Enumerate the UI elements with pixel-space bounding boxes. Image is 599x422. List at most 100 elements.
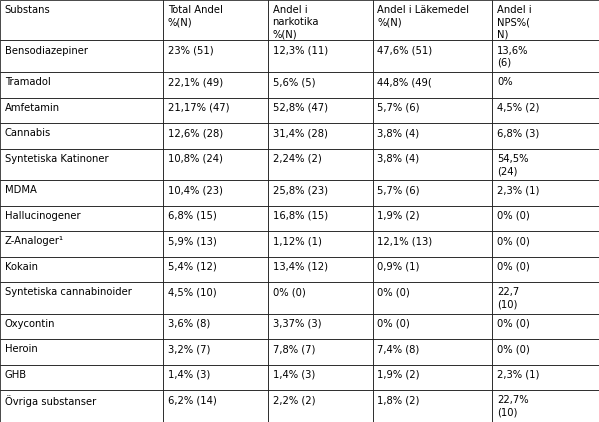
Bar (163, 123, 268, 149)
Text: 13,4% (12): 13,4% (12) (273, 262, 328, 272)
Text: 54,5%
(24): 54,5% (24) (497, 154, 529, 176)
Bar (492, 314, 599, 339)
Text: 1,8% (2): 1,8% (2) (377, 395, 420, 406)
Text: 6,8% (15): 6,8% (15) (168, 211, 216, 221)
Bar (373, 149, 492, 180)
Text: 0% (0): 0% (0) (497, 344, 530, 354)
Text: 7,8% (7): 7,8% (7) (273, 344, 315, 354)
Text: 16,8% (15): 16,8% (15) (273, 211, 328, 221)
Text: 0% (0): 0% (0) (377, 287, 410, 298)
Bar (0, 365, 163, 390)
Bar (163, 314, 268, 339)
Text: 4,5% (10): 4,5% (10) (168, 287, 216, 298)
Bar (268, 0, 373, 41)
Bar (492, 257, 599, 282)
Bar (163, 339, 268, 365)
Bar (268, 123, 373, 149)
Bar (373, 97, 492, 123)
Bar (268, 97, 373, 123)
Text: 6,2% (14): 6,2% (14) (168, 395, 216, 406)
Text: Oxycontin: Oxycontin (5, 319, 55, 329)
Bar (163, 231, 268, 257)
Bar (163, 41, 268, 72)
Text: 0% (0): 0% (0) (497, 262, 530, 272)
Text: 3,8% (4): 3,8% (4) (377, 128, 419, 138)
Text: Hallucinogener: Hallucinogener (5, 211, 80, 221)
Bar (492, 123, 599, 149)
Text: 31,4% (28): 31,4% (28) (273, 128, 328, 138)
Text: 5,6% (5): 5,6% (5) (273, 77, 315, 87)
Bar (0, 0, 163, 41)
Bar (0, 282, 163, 314)
Text: 22,7
(10): 22,7 (10) (497, 287, 519, 310)
Text: 44,8% (49(: 44,8% (49( (377, 77, 432, 87)
Text: 22,1% (49): 22,1% (49) (168, 77, 223, 87)
Text: 0% (0): 0% (0) (377, 319, 410, 329)
Text: 0% (0): 0% (0) (497, 319, 530, 329)
Text: 3,6% (8): 3,6% (8) (168, 319, 210, 329)
Text: 1,9% (2): 1,9% (2) (377, 211, 420, 221)
Bar (492, 72, 599, 97)
Bar (163, 149, 268, 180)
Text: Bensodiazepiner: Bensodiazepiner (5, 46, 88, 56)
Bar (0, 41, 163, 72)
Bar (492, 180, 599, 206)
Bar (373, 365, 492, 390)
Text: 13,6%
(6): 13,6% (6) (497, 46, 529, 68)
Bar (268, 390, 373, 422)
Bar (268, 257, 373, 282)
Text: 22,7%
(10): 22,7% (10) (497, 395, 529, 418)
Bar (268, 72, 373, 97)
Bar (492, 339, 599, 365)
Bar (163, 206, 268, 231)
Text: 25,8% (23): 25,8% (23) (273, 185, 328, 195)
Text: Andel i Läkemedel
%(N): Andel i Läkemedel %(N) (377, 5, 470, 27)
Text: Syntetiska cannabinoider: Syntetiska cannabinoider (5, 287, 132, 298)
Bar (0, 231, 163, 257)
Bar (373, 41, 492, 72)
Text: 1,4% (3): 1,4% (3) (273, 370, 315, 380)
Bar (492, 97, 599, 123)
Text: Tramadol: Tramadol (5, 77, 50, 87)
Bar (492, 149, 599, 180)
Bar (0, 206, 163, 231)
Bar (0, 339, 163, 365)
Bar (268, 365, 373, 390)
Bar (373, 390, 492, 422)
Text: 1,12% (1): 1,12% (1) (273, 236, 322, 246)
Bar (268, 231, 373, 257)
Bar (0, 257, 163, 282)
Bar (163, 97, 268, 123)
Text: 10,4% (23): 10,4% (23) (168, 185, 223, 195)
Bar (373, 257, 492, 282)
Bar (492, 282, 599, 314)
Bar (268, 41, 373, 72)
Bar (163, 0, 268, 41)
Bar (163, 390, 268, 422)
Bar (492, 231, 599, 257)
Bar (0, 390, 163, 422)
Text: 2,3% (1): 2,3% (1) (497, 185, 540, 195)
Bar (268, 180, 373, 206)
Bar (492, 0, 599, 41)
Bar (492, 365, 599, 390)
Bar (373, 206, 492, 231)
Text: 12,1% (13): 12,1% (13) (377, 236, 432, 246)
Bar (163, 72, 268, 97)
Text: 1,4% (3): 1,4% (3) (168, 370, 210, 380)
Text: 2,3% (1): 2,3% (1) (497, 370, 540, 380)
Text: 0,9% (1): 0,9% (1) (377, 262, 420, 272)
Text: 3,2% (7): 3,2% (7) (168, 344, 210, 354)
Text: 23% (51): 23% (51) (168, 46, 213, 56)
Bar (163, 365, 268, 390)
Bar (163, 180, 268, 206)
Bar (373, 231, 492, 257)
Text: 12,6% (28): 12,6% (28) (168, 128, 223, 138)
Bar (0, 180, 163, 206)
Text: 10,8% (24): 10,8% (24) (168, 154, 223, 164)
Bar (373, 180, 492, 206)
Text: Andel i
NPS%(
N): Andel i NPS%( N) (497, 5, 532, 40)
Text: 2,24% (2): 2,24% (2) (273, 154, 321, 164)
Bar (0, 314, 163, 339)
Text: 5,7% (6): 5,7% (6) (377, 103, 420, 113)
